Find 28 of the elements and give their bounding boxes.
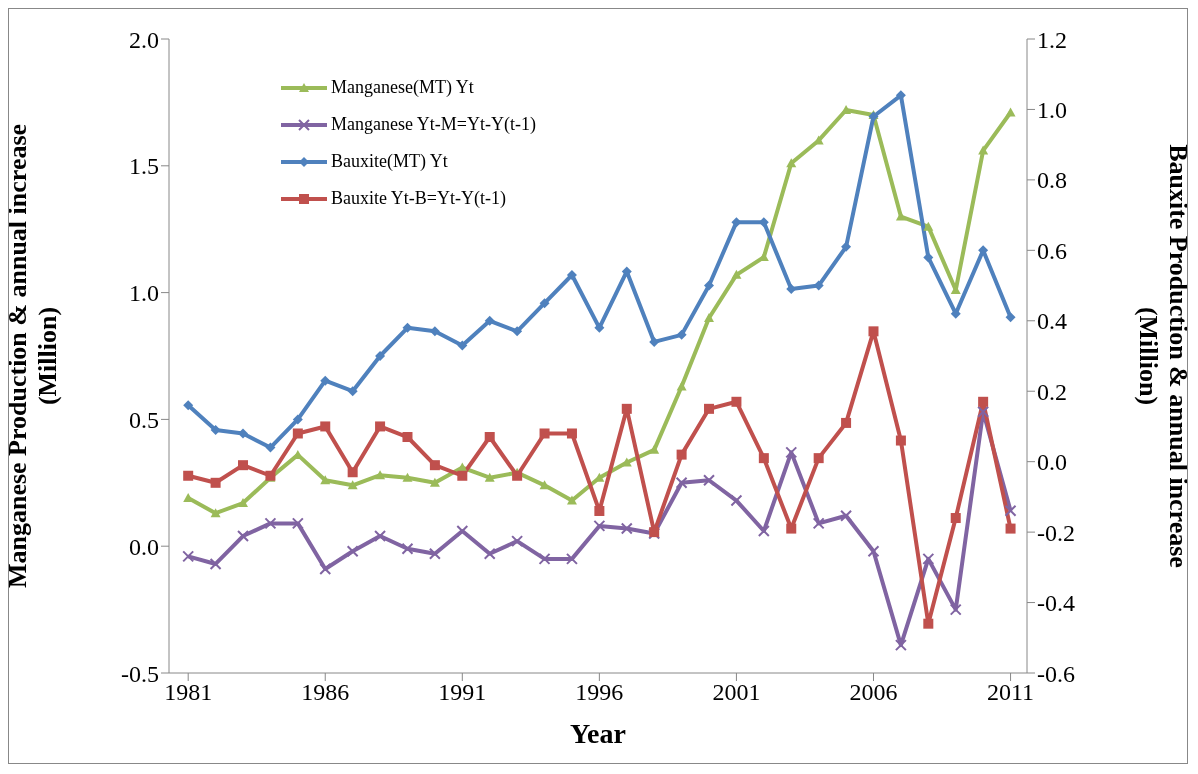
y-tick-label: 0.5 [129, 406, 159, 433]
y2-tick-label: 0.6 [1037, 237, 1067, 264]
x-tick-label: 2006 [849, 679, 898, 706]
y-tick-label: 0.0 [129, 533, 159, 560]
x-tick-label: 2001 [712, 679, 761, 706]
x-tick-label: 2011 [987, 679, 1035, 706]
y2-tick-label: 0.2 [1037, 378, 1067, 405]
y2-tick-label: -0.4 [1037, 590, 1075, 617]
x-axis-title: Year [570, 718, 626, 749]
y-tick-label: 1.5 [129, 153, 159, 180]
x-tick-label: 1991 [438, 679, 487, 706]
y-tick-label: 2.0 [129, 26, 159, 53]
x-tick-label: 1981 [164, 679, 213, 706]
y-tick-label: 1.0 [129, 280, 159, 307]
legend-label: Bauxite Yt-B=Yt-Y(t-1) [331, 188, 506, 209]
legend-label: Manganese(MT) Yt [331, 77, 474, 98]
x-tick-label: 1986 [301, 679, 350, 706]
y2-tick-label: 0.8 [1037, 167, 1067, 194]
y2-tick-label: 1.2 [1037, 26, 1067, 53]
legend-label: Bauxite(MT) Yt [331, 151, 448, 172]
y2-tick-label: 1.0 [1037, 96, 1067, 123]
x-tick-label: 1996 [575, 679, 624, 706]
y2-tick-label: 0.4 [1037, 308, 1067, 335]
legend-label: Manganese Yt-M=Yt-Y(t-1) [331, 114, 536, 135]
y2-tick-label: -0.2 [1037, 519, 1075, 546]
y-tick-label: -0.5 [121, 660, 159, 687]
y2-tick-label: -0.6 [1037, 660, 1075, 687]
y2-tick-label: 0.0 [1037, 449, 1067, 476]
